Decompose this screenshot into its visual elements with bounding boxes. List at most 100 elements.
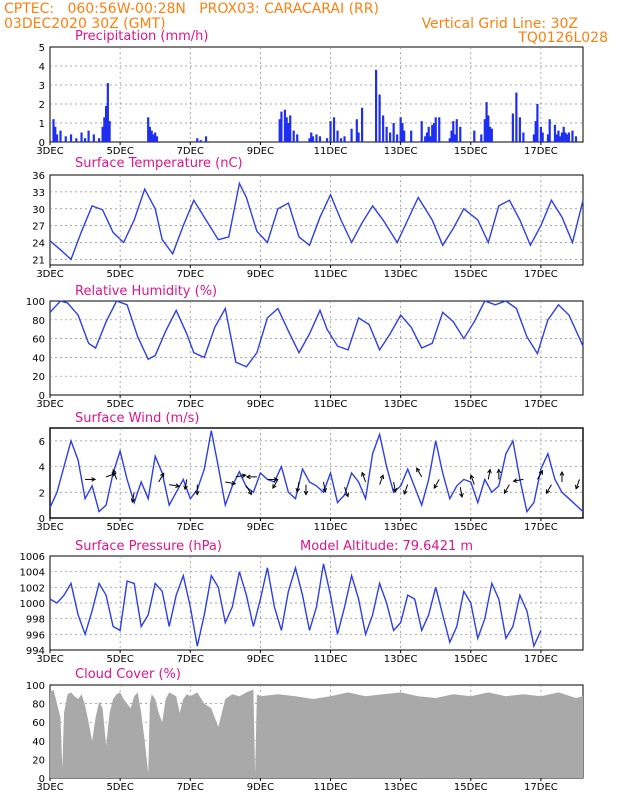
panel-2-xtick: 11DEC [314, 269, 348, 280]
panel-5-xtick: 15DEC [454, 654, 488, 665]
panel-5-ytick: 998 [26, 615, 45, 626]
precip-bar [559, 136, 562, 142]
wind-vector [131, 492, 135, 503]
panel-2-xtick: 15DEC [454, 269, 488, 280]
panel-3-series-line [49, 300, 584, 368]
wind-vector [225, 481, 236, 485]
precip-bar [285, 117, 288, 142]
precip-bar [574, 136, 578, 142]
wind-vector-head [245, 474, 251, 480]
panel-1-xtick: 9DEC [247, 146, 274, 157]
precip-bar [64, 136, 67, 142]
precip-bar [483, 119, 486, 142]
wind-vector-head [322, 487, 328, 493]
precip-bar [105, 105, 108, 142]
panel-3-ytick: 0 [39, 391, 45, 402]
panel-5-title: Surface Pressure (hPa) [75, 539, 222, 554]
panel-2-xtick: 3DEC [36, 269, 63, 280]
panel-5-xtick: 5DEC [106, 654, 133, 665]
precip-bar [310, 132, 313, 142]
precip-bar [329, 121, 332, 142]
precip-bar [490, 128, 493, 142]
precip-bar [401, 123, 404, 142]
precip-bar [108, 121, 111, 142]
precip-bar [336, 130, 339, 142]
precip-bar [325, 138, 329, 142]
panel-1-ytick: 5 [39, 43, 45, 54]
precip-bar [59, 130, 62, 142]
precip-bar [534, 121, 537, 142]
wind-vector-head [295, 487, 301, 493]
wind-vector-head [538, 469, 543, 475]
panel-3-xtick: 17DEC [524, 399, 558, 410]
panel-6-ytick: 80 [32, 700, 45, 711]
wind-vector [546, 484, 552, 494]
precip-bar [432, 123, 436, 142]
panel-6-ytick: 100 [26, 681, 45, 692]
precip-bar [339, 138, 343, 142]
precip-bar [375, 69, 378, 142]
precip-bar [392, 123, 395, 142]
precip-bar [69, 134, 73, 142]
panel-6-xtick: 13DEC [384, 782, 418, 793]
precip-bar [332, 117, 336, 142]
precip-bar [455, 119, 458, 142]
precip-bar [154, 132, 157, 142]
panel-2-ytick: 24 [32, 239, 45, 250]
panel-2-ytick: 27 [32, 222, 45, 233]
precip-bar [148, 126, 152, 142]
panel-1-frame [49, 46, 584, 143]
wind-vector [470, 475, 475, 485]
panel-1-ytick: 2 [39, 100, 45, 111]
panel-4-xtick: 7DEC [177, 522, 204, 533]
panel-2-title: Surface Temperature (nC) [75, 156, 243, 171]
wind-vector [323, 481, 326, 492]
wind-vector-head [361, 471, 366, 477]
precip-bar [485, 102, 488, 142]
panel-5-xtick: 13DEC [384, 654, 418, 665]
precip-bar [425, 132, 429, 142]
panel-3-xtick: 3DEC [36, 399, 63, 410]
panel-3-xtick: 13DEC [384, 399, 418, 410]
precip-bar [427, 126, 430, 142]
precip-bar [385, 126, 388, 142]
precip-bar [480, 134, 483, 142]
precip-bar [571, 130, 574, 142]
panel-4-ytick: 2 [39, 488, 45, 499]
panel-1-ytick: 1 [39, 119, 45, 130]
panel-6-xtick: 17DEC [524, 782, 558, 793]
wind-vector-head [459, 493, 464, 499]
panel-3-ytick: 60 [32, 335, 45, 346]
panel-1-xtick: 5DEC [106, 146, 133, 157]
wind-vector [393, 481, 396, 492]
panel-1-xtick: 15DEC [454, 146, 488, 157]
precip-bar [518, 117, 521, 142]
wind-vector-head [272, 484, 277, 489]
panel-4-ytick: 0 [39, 514, 45, 525]
precip-bar [562, 126, 565, 142]
precip-bar [155, 136, 159, 142]
precip-bar [83, 138, 87, 142]
wind-vector-head [392, 487, 398, 493]
precip-bar [515, 92, 518, 142]
wind-vector-head [194, 490, 200, 496]
panel-6-xtick: 5DEC [106, 782, 133, 793]
precip-bar [196, 138, 199, 142]
precip-bar [355, 119, 358, 142]
panel-1-title: Precipitation (mm/h) [75, 29, 208, 44]
panel-6-title: Cloud Cover (%) [75, 667, 181, 682]
precip-bar [541, 132, 544, 142]
panel-2-ytick: 33 [32, 188, 45, 199]
panel-2-xtick: 5DEC [106, 269, 133, 280]
wind-vector-head [469, 474, 475, 480]
panel-2-ytick: 30 [32, 205, 45, 216]
precip-bar [522, 132, 525, 142]
panel-5-xtick: 3DEC [36, 654, 63, 665]
wind-vector [158, 473, 165, 483]
panel-3-xtick: 5DEC [106, 399, 133, 410]
header-station: CPTEC: 060:56W-00:28N PROX03: CARACARAI … [4, 1, 379, 17]
panel-3-title: Relative Humidity (%) [75, 284, 217, 299]
wind-vector-head [303, 490, 309, 496]
precip-bar [429, 136, 432, 142]
